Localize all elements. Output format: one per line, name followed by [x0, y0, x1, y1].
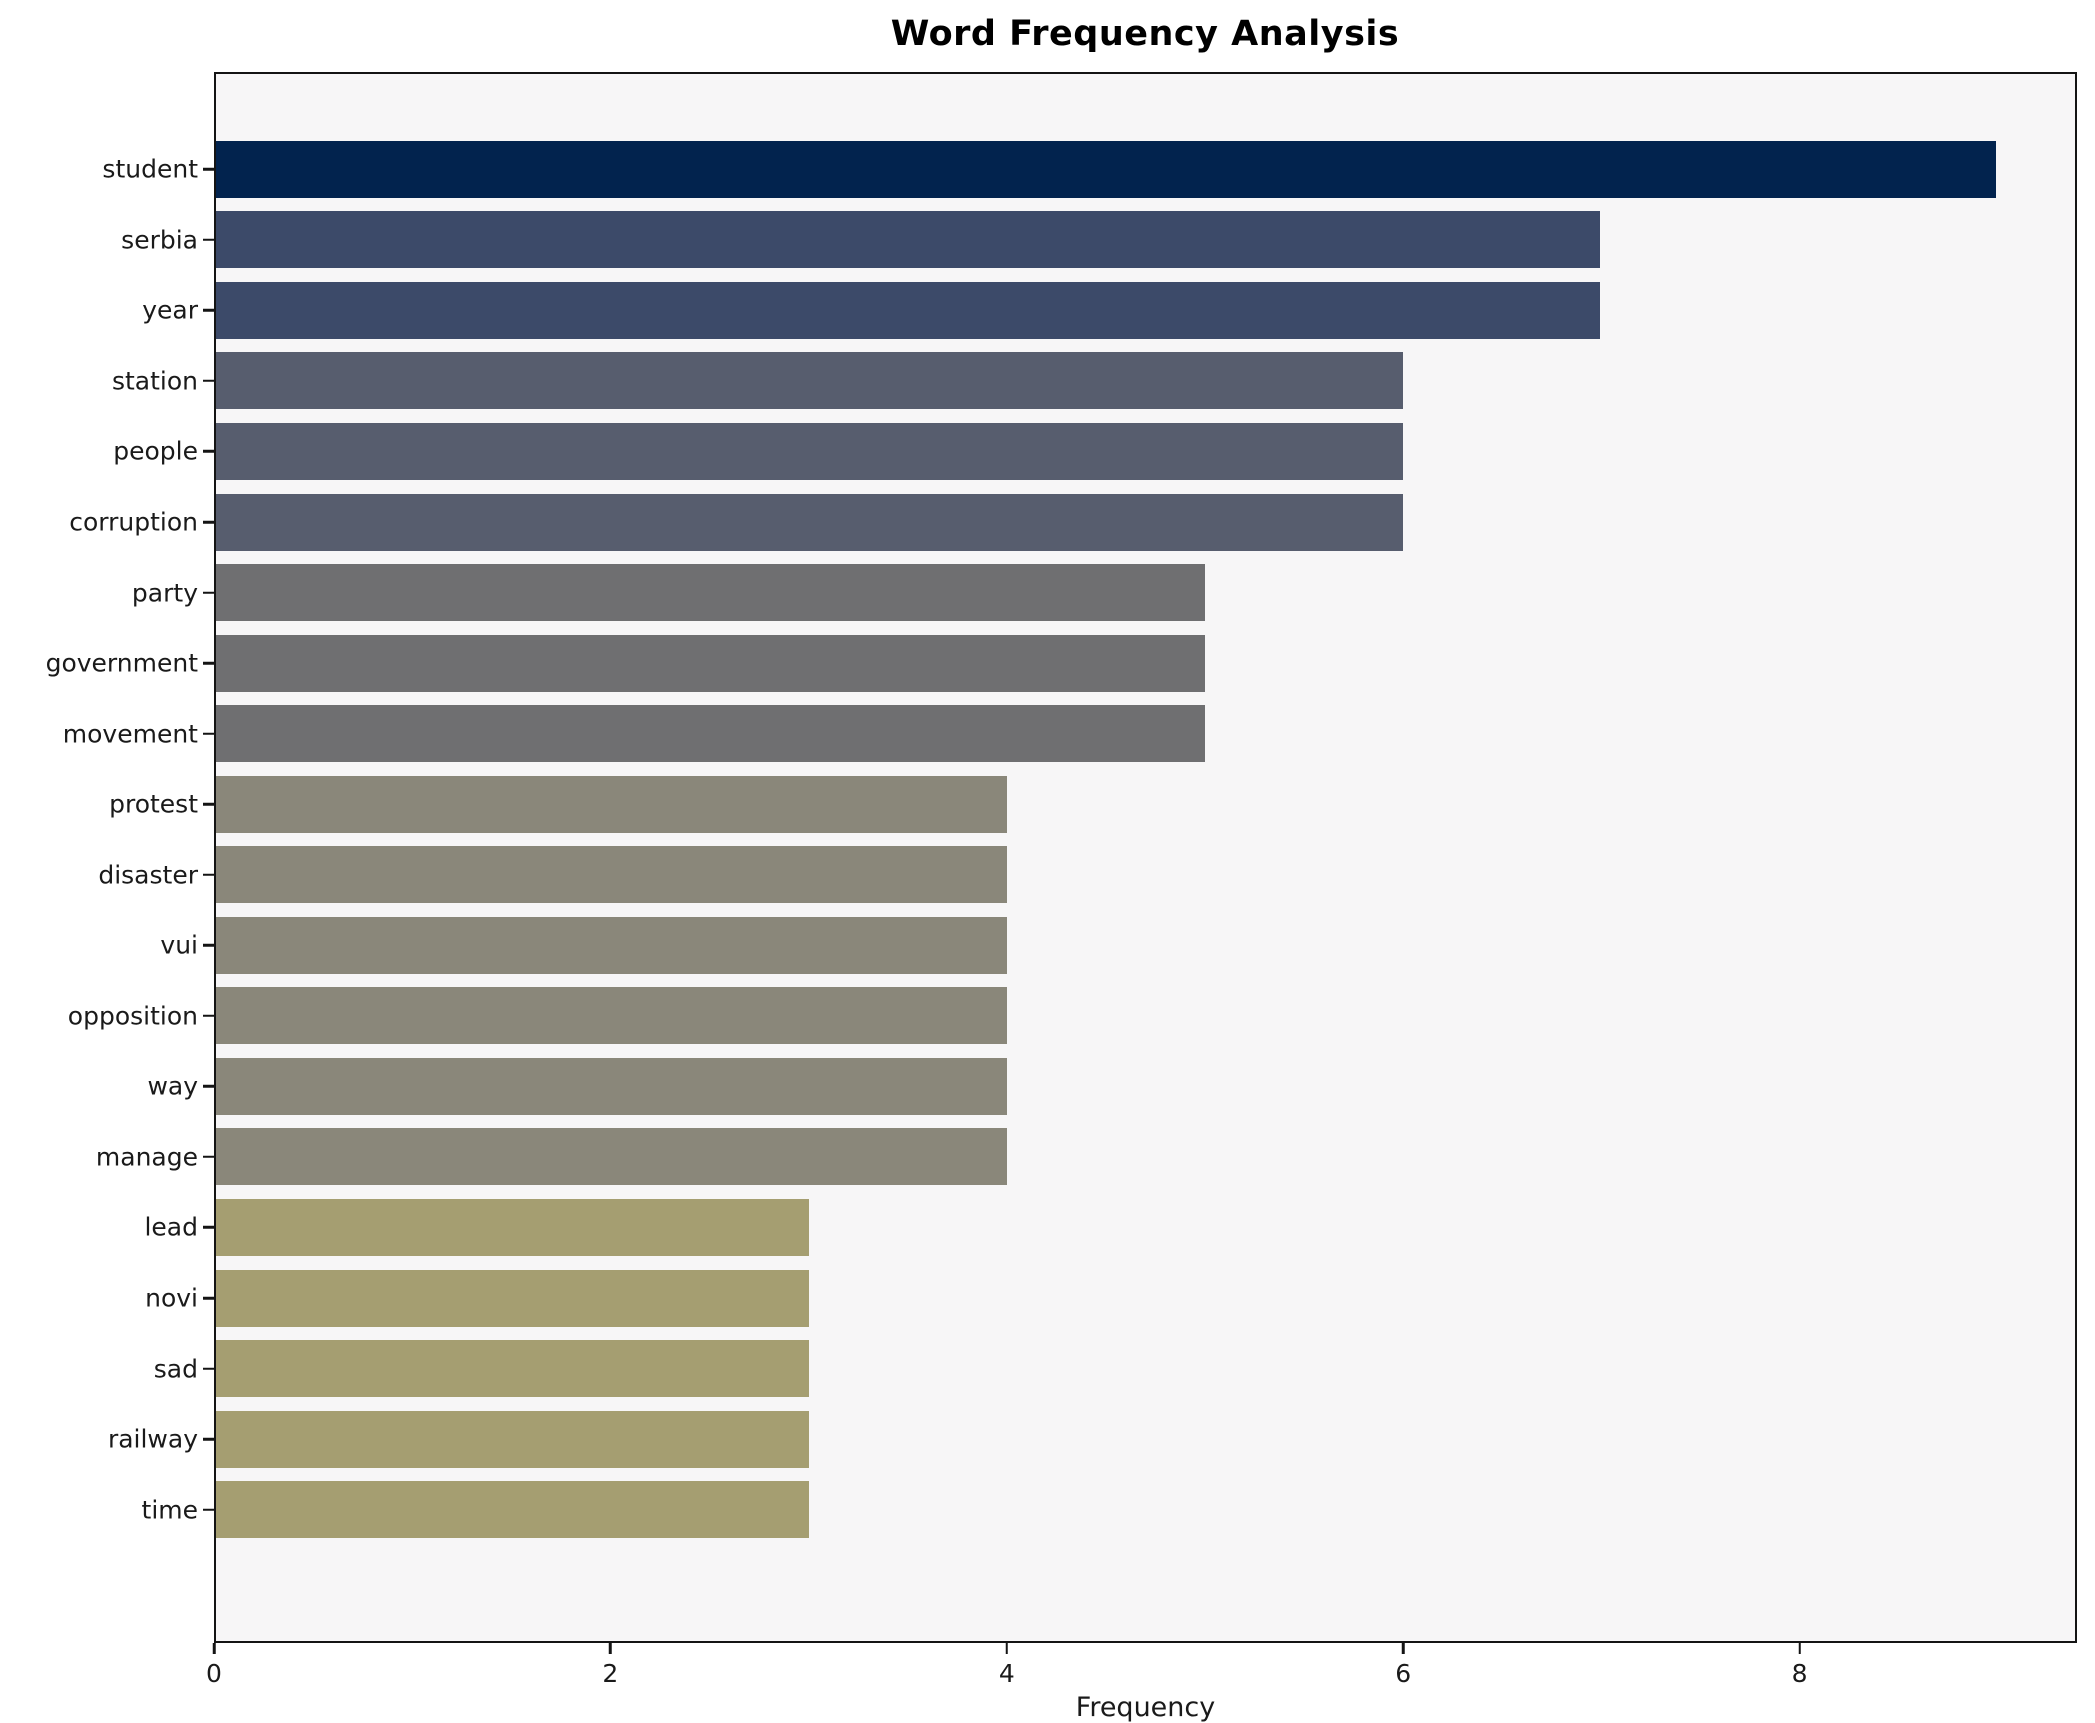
bar-row: novi [145, 1263, 2075, 1334]
bars-container: student serbia year station people corruption… [46, 74, 2075, 1641]
y-tick-mark [202, 1296, 214, 1300]
y-axis-label: way [147, 1071, 198, 1101]
bar-row: disaster [98, 839, 2075, 910]
bar-row: vui [160, 910, 2075, 981]
frequency-bar [216, 916, 1008, 974]
bar-row: lead [144, 1192, 2075, 1263]
frequency-bar [216, 634, 1205, 692]
y-axis-label: sad [153, 1354, 198, 1384]
y-axis-label: corruption [69, 507, 198, 537]
plot-area: student serbia year station people corruption… [46, 72, 2077, 1643]
y-axis-label: lead [144, 1212, 198, 1242]
frequency-bar [216, 775, 1008, 833]
x-tick-mark [212, 1643, 216, 1654]
bar-row: way [147, 1051, 2075, 1122]
y-tick-mark [202, 1155, 214, 1159]
frequency-bar [216, 1340, 810, 1398]
y-tick-mark [202, 944, 214, 947]
frequency-bar [216, 564, 1205, 622]
x-tick-label: 4 [998, 1659, 1015, 1688]
x-tick-label: 0 [206, 1659, 222, 1688]
bar-row: protest [109, 769, 2075, 840]
bar-row: corruption [69, 487, 2075, 558]
frequency-bar [216, 281, 1601, 339]
bar-row: railway [108, 1404, 2075, 1475]
bar-row: student [102, 134, 2075, 205]
y-tick-mark [202, 591, 214, 594]
y-axis-label: novi [145, 1283, 198, 1313]
x-tick-mark [609, 1643, 612, 1654]
y-axis-label: year [142, 295, 198, 325]
x-axis: 0 2 4 6 8 [206, 1643, 2077, 1713]
bar-row: people [113, 416, 2075, 487]
y-axis-label: student [102, 154, 198, 184]
frequency-bar [216, 987, 1008, 1045]
y-tick-mark [202, 661, 214, 665]
frequency-bar [216, 846, 1008, 904]
y-tick-mark [202, 1367, 214, 1370]
y-tick-mark [202, 873, 214, 876]
frequency-bar [216, 422, 1403, 480]
x-tick-label: 8 [1791, 1659, 1808, 1688]
frequency-bar [216, 1198, 810, 1256]
bar-row: year [142, 275, 2075, 346]
y-tick-mark [202, 1437, 214, 1441]
frequency-bar [216, 1269, 810, 1327]
frequency-bar [216, 1481, 810, 1539]
bar-row: government [46, 628, 2075, 699]
y-tick-mark [202, 1085, 214, 1088]
y-tick-mark [202, 1014, 214, 1018]
y-axis-label: protest [109, 789, 198, 819]
y-axis-label: party [131, 578, 198, 608]
x-axis-label: Frequency [1075, 1692, 1216, 1723]
frequency-bar [216, 705, 1205, 763]
y-tick-mark [202, 238, 214, 242]
x-tick-mark [1005, 1643, 1009, 1654]
x-tick-label: 6 [1395, 1659, 1412, 1688]
bar-row: sad [154, 1333, 2075, 1404]
frequency-bar [216, 352, 1403, 410]
y-axis-label: disaster [98, 860, 198, 890]
frequency-bar [216, 1057, 1008, 1115]
x-tick-label: 2 [602, 1659, 619, 1688]
y-tick-mark [202, 732, 214, 735]
y-tick-mark [202, 450, 214, 453]
bar-row: opposition [68, 981, 2075, 1052]
y-axis-label: people [113, 436, 198, 466]
y-tick-mark [202, 802, 214, 806]
y-axis-label: serbia [121, 225, 198, 255]
x-tick-mark [1401, 1643, 1405, 1654]
bar-row: time [142, 1474, 2075, 1545]
frequency-bar [216, 493, 1403, 551]
y-axis-label: movement [62, 719, 198, 749]
y-tick-mark [202, 1508, 214, 1511]
y-tick-mark [202, 520, 214, 524]
bar-row: movement [63, 698, 2075, 769]
y-axis-label: manage [95, 1142, 198, 1172]
y-tick-mark [202, 168, 214, 171]
y-axis-label: opposition [67, 1001, 198, 1031]
bar-row: party [132, 557, 2075, 628]
bar-row: manage [96, 1122, 2075, 1193]
bar-row: station [112, 346, 2075, 417]
y-tick-mark [202, 1226, 214, 1229]
y-axis-label: vui [160, 930, 198, 960]
frequency-bar [216, 1410, 810, 1468]
frequency-bar [216, 1128, 1008, 1186]
y-axis-label: government [45, 648, 198, 678]
y-tick-mark [202, 379, 214, 383]
x-tick-mark [1798, 1643, 1801, 1654]
y-axis-label: time [141, 1495, 198, 1525]
bar-row: serbia [121, 205, 2075, 276]
y-tick-mark [202, 309, 214, 312]
y-axis-label: station [111, 366, 198, 396]
frequency-bar [216, 211, 1601, 269]
frequency-bar [216, 140, 1996, 198]
chart-title: Word Frequency Analysis [890, 14, 1400, 54]
y-axis-label: railway [107, 1424, 198, 1454]
